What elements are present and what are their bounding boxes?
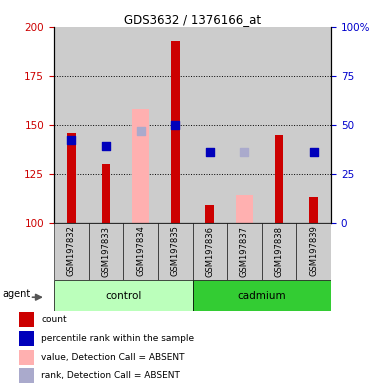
Bar (123, 223, 158, 280)
Bar (19, 351, 34, 365)
Bar (310, 197, 318, 223)
Bar (19, 368, 34, 382)
Bar (19, 331, 34, 346)
Bar (236, 195, 253, 223)
Bar (227, 223, 262, 280)
Point (68, 137, 74, 144)
Bar (227, 27, 262, 223)
Bar (192, 223, 227, 280)
Bar (54, 27, 89, 223)
Text: agent: agent (3, 289, 31, 299)
Bar (102, 164, 110, 223)
Bar (275, 135, 283, 223)
Text: GSM197838: GSM197838 (275, 225, 284, 276)
Text: GSM197833: GSM197833 (101, 225, 110, 276)
Text: rank, Detection Call = ABSENT: rank, Detection Call = ABSENT (42, 371, 180, 380)
Point (172, 122, 178, 128)
Text: GSM197834: GSM197834 (136, 225, 145, 276)
Text: GSM197835: GSM197835 (171, 225, 180, 276)
Text: percentile rank within the sample: percentile rank within the sample (42, 334, 194, 343)
Bar (296, 223, 331, 280)
Text: control: control (105, 291, 141, 301)
Point (241, 149, 248, 155)
Text: GSM197836: GSM197836 (205, 225, 214, 276)
Bar (262, 223, 296, 280)
Bar (89, 27, 123, 223)
Text: GSM197837: GSM197837 (240, 225, 249, 276)
Point (137, 127, 144, 134)
Text: GSM197839: GSM197839 (309, 225, 318, 276)
Text: value, Detection Call = ABSENT: value, Detection Call = ABSENT (42, 353, 185, 362)
Text: count: count (42, 315, 67, 324)
Text: GSM197832: GSM197832 (67, 225, 76, 276)
Text: cadmium: cadmium (238, 291, 286, 301)
Bar (19, 313, 34, 327)
Bar (262, 27, 296, 223)
Point (103, 143, 109, 149)
Point (207, 149, 213, 155)
Bar (54, 223, 89, 280)
Bar (158, 27, 192, 223)
Bar (54, 280, 192, 311)
Title: GDS3632 / 1376166_at: GDS3632 / 1376166_at (124, 13, 261, 26)
Bar (171, 41, 179, 223)
Bar (192, 280, 331, 311)
Bar (123, 27, 158, 223)
Bar (206, 205, 214, 223)
Bar (67, 132, 75, 223)
Point (311, 149, 317, 155)
Bar (89, 223, 123, 280)
Bar (158, 223, 192, 280)
Bar (192, 27, 227, 223)
Bar (296, 27, 331, 223)
Bar (132, 109, 149, 223)
